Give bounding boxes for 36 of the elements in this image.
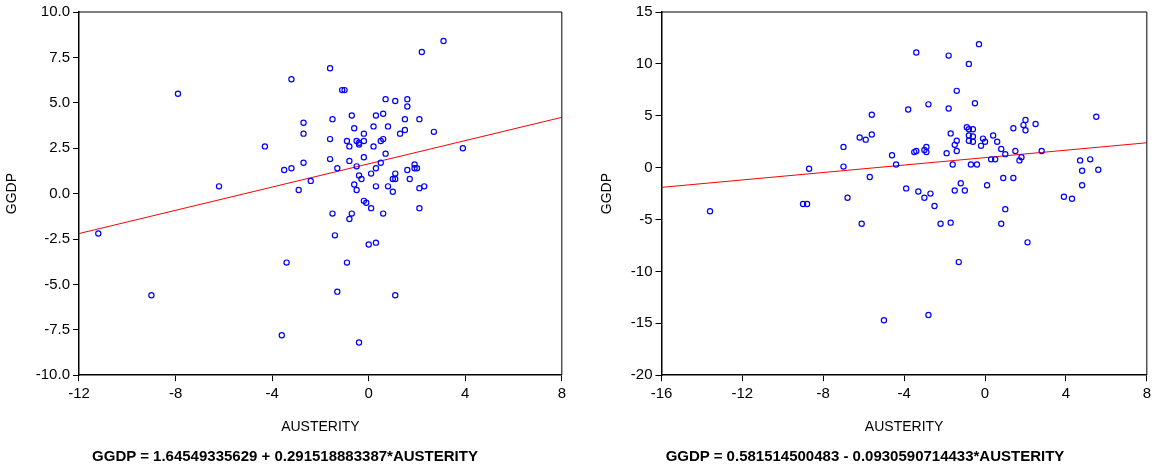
x-tick-label: 4 bbox=[461, 384, 470, 402]
y-tick-label: 10 bbox=[635, 54, 653, 72]
y-tick-label: 10.0 bbox=[40, 2, 70, 20]
x-tick-label: 0 bbox=[980, 384, 990, 402]
text: GGDP = 0.581514500483 - 0.0930590714433*AUSTERITY bbox=[664, 447, 1066, 464]
x-tick-label: -12 bbox=[68, 384, 90, 402]
y-tick-label: 0.0 bbox=[49, 183, 70, 201]
y-tick-label: -5.0 bbox=[44, 274, 70, 292]
y-tick-label: -5 bbox=[639, 209, 653, 227]
x-tick-label: 4 bbox=[1061, 384, 1071, 402]
x-tick-label: -8 bbox=[816, 384, 830, 402]
y-tick-label: -10 bbox=[630, 261, 653, 279]
y-axis-title: GGDP bbox=[3, 172, 20, 215]
y-axis-title: GGDP bbox=[598, 172, 615, 215]
x-tick-label: 8 bbox=[1142, 384, 1151, 402]
y-tick-label: 7.5 bbox=[49, 47, 70, 65]
x-tick-label: -4 bbox=[897, 384, 911, 402]
y-tick-label: -15 bbox=[630, 313, 653, 331]
x-tick-label: -4 bbox=[265, 384, 279, 402]
y-tick-label: -20 bbox=[630, 365, 653, 383]
y-tick-label: -7.5 bbox=[44, 319, 70, 337]
y-tick-label: 5 bbox=[644, 105, 653, 123]
y-tick-label: -10.0 bbox=[35, 365, 70, 383]
x-tick-label: -16 bbox=[650, 384, 673, 402]
y-tick-label: 2.5 bbox=[49, 138, 70, 156]
x-tick-label: -12 bbox=[731, 384, 754, 402]
y-tick-label: 0 bbox=[644, 157, 653, 175]
x-axis-title: AUSTERITY bbox=[864, 418, 945, 435]
text: GGDP = 1.64549335629 + 0.291518883387*AUSTERITY bbox=[91, 447, 479, 464]
x-axis-title: AUSTERITY bbox=[281, 418, 361, 435]
x-tick-label: 8 bbox=[557, 384, 566, 402]
y-tick-label: 5.0 bbox=[49, 92, 70, 110]
x-tick-label: -8 bbox=[168, 384, 183, 402]
y-tick-label: -2.5 bbox=[44, 229, 70, 247]
x-tick-label: 0 bbox=[364, 384, 373, 402]
y-tick-label: 15 bbox=[635, 2, 653, 20]
